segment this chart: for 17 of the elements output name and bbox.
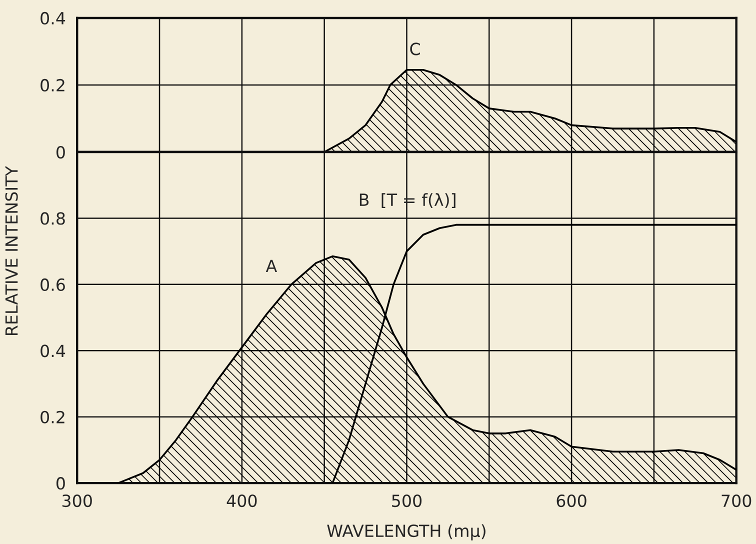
x-tick-label: 400: [226, 494, 257, 508]
y-tick-label: 0.4: [40, 344, 66, 358]
y-tick-label: 0.8: [40, 212, 65, 225]
y-tick-label: 0.6: [40, 278, 65, 291]
y-tick-label: 0.2: [40, 410, 64, 424]
series-label: A: [266, 260, 278, 272]
x-tick-label: 500: [392, 494, 422, 508]
y-tick-label: 0.4: [40, 12, 66, 25]
y-tick-label: 0.2: [40, 78, 64, 92]
y-tick-label: 0: [56, 146, 65, 159]
x-tick-label: 300: [62, 494, 92, 508]
x-axis-title: WAVELENGTH (mμ): [327, 524, 486, 540]
x-tick-label: 600: [556, 494, 586, 508]
y-axis-title: RELATIVE INTENSITY: [5, 166, 18, 335]
y-tick-label: 0: [56, 477, 65, 490]
x-tick-label: 700: [722, 494, 752, 508]
series-label: C: [410, 42, 420, 56]
